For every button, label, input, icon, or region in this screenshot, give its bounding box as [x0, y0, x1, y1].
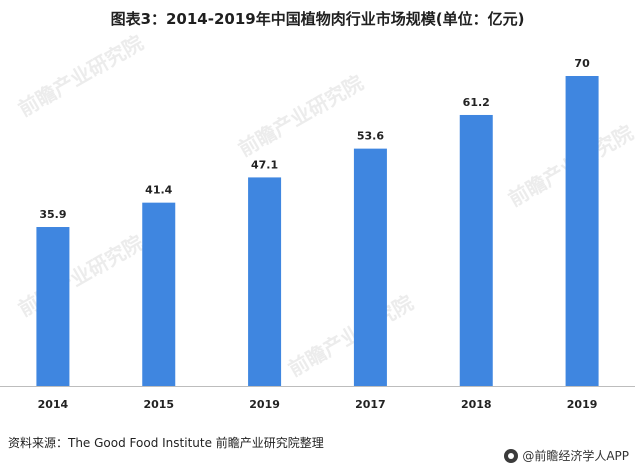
brand-logo-icon — [504, 448, 519, 463]
x-tick-label: 2018 — [461, 398, 492, 411]
chart-title: 图表3：2014-2019年中国植物肉行业市场规模(单位：亿元) — [110, 10, 525, 28]
x-tick-label: 2014 — [38, 398, 69, 411]
x-tick-label: 2015 — [143, 398, 174, 411]
bar-2 — [248, 177, 282, 386]
bar-1 — [142, 202, 176, 386]
data-label: 35.9 — [39, 208, 66, 221]
bar-3 — [353, 148, 387, 386]
brand: @前瞻经济学人APP — [504, 447, 629, 464]
x-tick-label: 2019 — [249, 398, 280, 411]
x-tick-label: 2019 — [567, 398, 598, 411]
data-label: 70 — [574, 57, 590, 70]
data-label: 41.4 — [145, 184, 172, 197]
data-label: 53.6 — [357, 130, 384, 143]
bar-0 — [36, 227, 70, 386]
data-label: 61.2 — [463, 96, 490, 109]
x-tick-label: 2017 — [355, 398, 386, 411]
bar-4 — [459, 114, 493, 386]
source-note: 资料来源：The Good Food Institute 前瞻产业研究院整理 — [8, 436, 324, 450]
data-label: 47.1 — [251, 158, 278, 171]
brand-label: @前瞻经济学人APP — [522, 449, 629, 463]
bar-5 — [565, 76, 599, 386]
